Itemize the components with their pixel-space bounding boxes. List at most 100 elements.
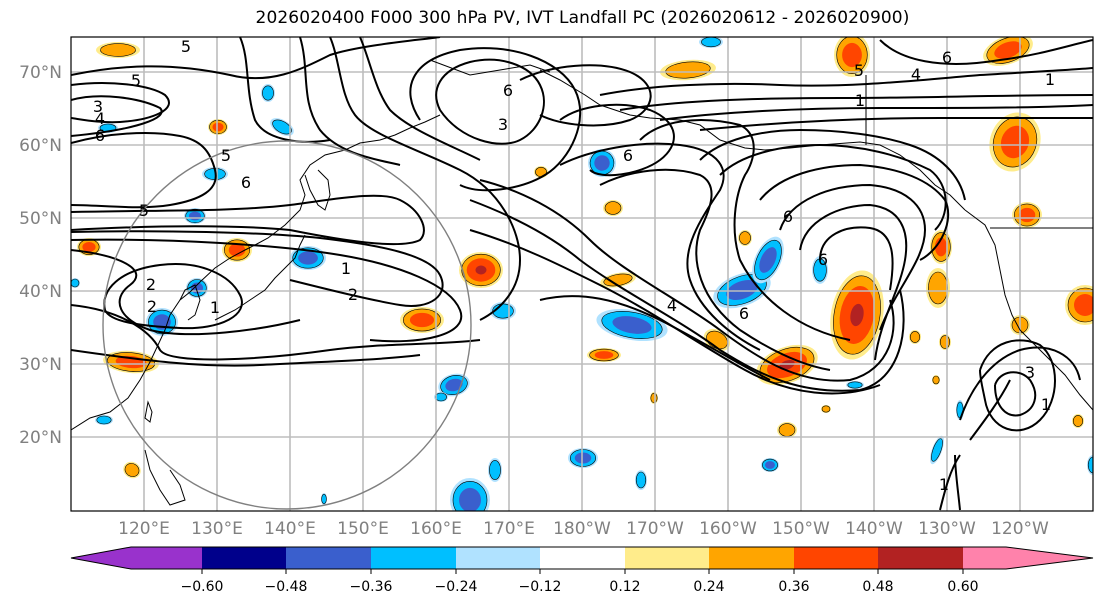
shaded-blob (779, 359, 795, 371)
contour-label: 2 (348, 285, 358, 304)
lon-tick-label: 120°W (991, 519, 1049, 539)
contour-label: 6 (241, 173, 251, 192)
colorbar-tick-label: 0.12 (609, 579, 640, 595)
pv-contour (519, 64, 652, 127)
colorbar-tick-label: 0.24 (693, 579, 724, 595)
colorbar-segment (709, 547, 794, 569)
coastline-west-america (964, 209, 1093, 411)
colorbar-tick-label: −0.48 (265, 579, 308, 595)
coastlines (71, 59, 1093, 506)
colorbar-segment (456, 547, 540, 569)
shaded-blob (594, 351, 614, 359)
contour-label: 3 (498, 115, 508, 134)
contour-label: 1 (1045, 70, 1055, 89)
coastline-alaska (539, 69, 966, 211)
contour-label: 5 (221, 146, 231, 165)
shaded-blob (726, 279, 758, 301)
pv-contour (299, 37, 401, 166)
colorbar-tick-label: −0.36 (350, 579, 393, 595)
pv-contour (719, 143, 947, 231)
lon-tick-label: 160°W (699, 519, 757, 539)
pv-contour (559, 142, 761, 351)
colorbar-extend-high (963, 547, 1093, 569)
lon-tick-label: 170°W (626, 519, 684, 539)
shaded-blob (934, 237, 948, 257)
pv-contours (71, 37, 1093, 511)
contour-label: 4 (95, 109, 105, 128)
shaded-blob (1000, 125, 1030, 159)
lon-tick-label: 150°W (772, 519, 830, 539)
shaded-blob (701, 37, 721, 48)
pv-contour (599, 67, 1093, 96)
colorbar-tick-label: −0.12 (519, 579, 562, 595)
pv-contour (329, 37, 522, 321)
pv-contour (699, 128, 966, 201)
shaded-blob (1072, 415, 1084, 427)
contour-label: 1 (939, 475, 949, 494)
shaded-blob (489, 460, 501, 480)
shaded-blob (71, 278, 80, 288)
shaded-blob (96, 415, 112, 425)
coastline-kamchatka (304, 169, 331, 211)
pv-contour (779, 183, 927, 331)
lon-tick-label: 180°W (553, 519, 611, 539)
contour-label: 5 (131, 71, 141, 90)
contour-label: 6 (818, 250, 828, 269)
shaded-blob (124, 463, 140, 477)
shaded-blob (759, 247, 777, 273)
pv-contour (71, 95, 163, 137)
shaded-blob (850, 303, 864, 327)
lat-tick-label: 50°N (19, 209, 62, 229)
shaded-blob (459, 487, 481, 511)
pv-contour (71, 249, 301, 336)
annotation-circle (102, 140, 472, 510)
shaded-blob (932, 375, 940, 385)
lon-tick-label: 150°E (337, 519, 389, 539)
lon-tick-label: 120°E (118, 519, 170, 539)
colorbar-tick-label: −0.24 (435, 579, 478, 595)
shaded-blob (928, 271, 948, 305)
pv-contour (979, 339, 1056, 432)
colorbar-segment (202, 547, 286, 569)
pv-contour (409, 47, 582, 192)
colorbar-tick-label: −0.60 (181, 579, 224, 595)
shaded-blob (604, 201, 622, 215)
colorbar-segment (371, 547, 456, 569)
contour-label: 6 (623, 146, 633, 165)
colorbar-extend-low (71, 547, 202, 569)
pv-contour (559, 103, 675, 177)
coastline-asia (71, 114, 441, 431)
pv-contour (759, 163, 950, 261)
pv-contour (359, 37, 481, 161)
shaded-blob (445, 378, 463, 392)
latitude-labels: 70°N 60°N 50°N 40°N 30°N 20°N (19, 63, 62, 448)
lon-tick-label: 130°W (918, 519, 976, 539)
contour-label: 5 (139, 201, 149, 220)
shaded-blob (778, 423, 796, 437)
colorbar-outline (70, 546, 1094, 570)
pv-contour (435, 58, 545, 145)
shaded-blob (100, 43, 136, 57)
lon-tick-label: 170°E (483, 519, 535, 539)
shaded-blob (765, 461, 775, 469)
shaded-blob (228, 243, 246, 257)
shaded-blob (321, 493, 327, 505)
contour-label: 5 (181, 37, 191, 56)
pv-contour (469, 199, 905, 392)
shaded-blob (650, 392, 658, 404)
contour-label: 6 (942, 48, 952, 67)
chart-title: 2026020400 F000 300 hPa PV, IVT Landfall… (255, 8, 910, 28)
colorbar-tick-label: 0.48 (862, 579, 893, 595)
colorbar-tick-label: 0.36 (778, 579, 809, 595)
contour-label: 2 (146, 275, 156, 294)
pv-contour (969, 379, 1011, 441)
lat-tick-label: 70°N (19, 63, 62, 83)
lon-tick-label: 140°W (845, 519, 903, 539)
coastline-bering (429, 59, 551, 76)
shaded-blob (188, 211, 202, 221)
pv-contour (959, 346, 1081, 421)
pv-contour (71, 304, 481, 361)
shaded-blob (272, 119, 292, 135)
